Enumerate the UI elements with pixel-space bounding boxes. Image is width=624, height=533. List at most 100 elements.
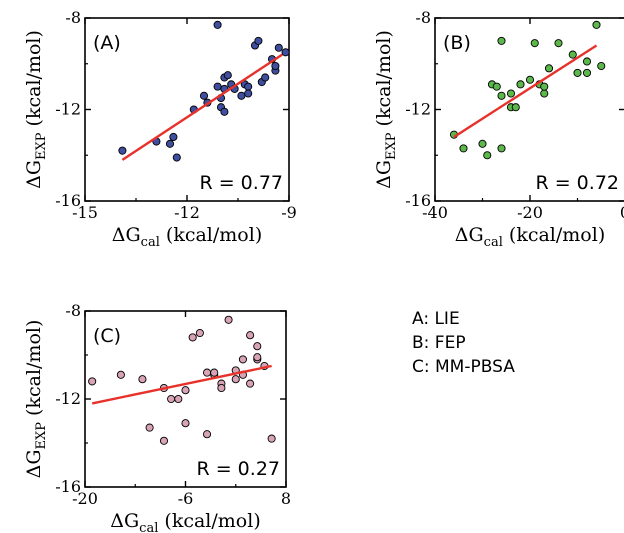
data-point: [274, 43, 283, 52]
x-tick-label: -9: [281, 203, 297, 222]
y-tick-label: -8: [65, 8, 81, 27]
data-point: [459, 144, 468, 153]
data-point: [172, 153, 181, 162]
data-point: [540, 82, 549, 91]
data-point: [118, 146, 127, 155]
x-tick-label: 8: [281, 489, 291, 508]
data-point: [237, 91, 246, 100]
fit-line: [91, 364, 272, 405]
data-point: [271, 61, 280, 71]
data-point: [238, 355, 247, 364]
data-point: [213, 82, 222, 91]
data-point: [497, 36, 506, 45]
y-tick-label: -16: [405, 191, 431, 210]
data-point: [169, 132, 178, 141]
data-point: [231, 375, 240, 384]
x-axis-label: ΔGcal (kcal/mol): [110, 510, 260, 533]
panel-label: (A): [93, 32, 121, 54]
data-point: [582, 57, 592, 66]
y-tick-label: -12: [55, 100, 81, 119]
data-point: [573, 68, 582, 77]
data-point: [253, 353, 262, 362]
x-tick-label: -12: [174, 203, 200, 222]
data-point: [213, 20, 222, 29]
data-point: [540, 89, 549, 98]
data-point: [145, 423, 154, 432]
data-point: [174, 394, 183, 404]
x-tick-label: -20: [517, 203, 543, 222]
data-point: [281, 48, 290, 57]
data-point: [246, 331, 255, 340]
x-tick-label: 0: [620, 203, 624, 222]
data-point: [506, 89, 516, 98]
panel-label: (B): [443, 32, 471, 54]
data-point: [188, 333, 197, 342]
panel-2: -40 -20 0 -16 -12 -8 (B) R = 0.72 ΔGcal (kcal/mo…: [373, 8, 624, 250]
x-tick-label: -15: [72, 203, 98, 222]
data-point: [582, 68, 592, 77]
legend-item-fep: B: FEP: [412, 333, 466, 353]
data-point: [220, 107, 229, 116]
data-point: [492, 82, 501, 91]
y-axis-label: ΔGEXP (kcal/mol): [23, 320, 49, 479]
data-point: [199, 91, 209, 100]
y-tick-label: -12: [405, 100, 431, 119]
data-point: [223, 71, 232, 80]
data-point: [159, 436, 169, 445]
correlation-annotation: R = 0.27: [196, 458, 280, 480]
y-axis-label: ΔGEXP (kcal/mol): [373, 30, 399, 189]
data-point: [254, 36, 263, 45]
data-point: [217, 383, 226, 393]
data-point: [202, 368, 212, 377]
data-point: [116, 370, 125, 379]
panel-label: (C): [93, 325, 121, 347]
data-point: [544, 64, 554, 73]
y-tick-label: -12: [55, 389, 81, 408]
data-point: [246, 379, 255, 388]
data-point: [478, 139, 487, 148]
data-point: [244, 89, 253, 98]
x-axis-label: ΔGcal (kcal/mol): [455, 224, 605, 250]
data-point: [167, 394, 176, 404]
data-point: [181, 386, 190, 395]
data-point: [530, 39, 539, 48]
x-tick-label: -40: [422, 203, 448, 222]
data-point: [210, 368, 219, 377]
data-point: [554, 39, 563, 48]
data-point: [165, 139, 175, 148]
data-point: [202, 430, 212, 439]
data-point: [516, 80, 525, 89]
data-point: [261, 73, 270, 82]
x-axis-label: ΔGcal (kcal/mol): [112, 224, 262, 250]
x-tick-label: -6: [178, 489, 194, 508]
legend-item-lie: A: LIE: [412, 309, 460, 329]
data-point: [525, 75, 535, 84]
data-point: [138, 375, 147, 384]
data-point: [195, 328, 204, 338]
y-tick-label: -8: [415, 8, 431, 27]
y-tick-label: -8: [65, 301, 81, 320]
data-point: [511, 103, 520, 112]
data-point: [181, 419, 190, 428]
panel-3: -20 -6 8 -16 -12 -8 (C) R = 0.27 ΔGcal (kcal/mol…: [23, 301, 291, 533]
data-point: [597, 61, 606, 71]
fit-line: [121, 53, 283, 161]
correlation-annotation: R = 0.72: [535, 172, 619, 194]
data-point: [224, 315, 233, 324]
x-tick-label: -20: [72, 489, 98, 508]
panel-1: -15 -12 -9 -16 -12 -8 (A) R = 0.77 ΔGcal (kcal/m…: [23, 8, 297, 250]
legend: A: LIE B: FEP C: MM-PBSA: [412, 309, 515, 377]
legend-item-mmpbsa: C: MM-PBSA: [412, 357, 515, 377]
y-tick-label: -16: [55, 191, 81, 210]
fit-line: [453, 44, 598, 138]
data-point: [244, 82, 253, 91]
data-point: [568, 50, 577, 59]
data-point: [253, 342, 262, 351]
data-point: [88, 377, 97, 386]
data-point: [267, 434, 276, 443]
data-point: [497, 144, 506, 153]
data-point: [483, 151, 492, 160]
data-point: [497, 91, 506, 100]
y-tick-label: -16: [55, 477, 81, 496]
